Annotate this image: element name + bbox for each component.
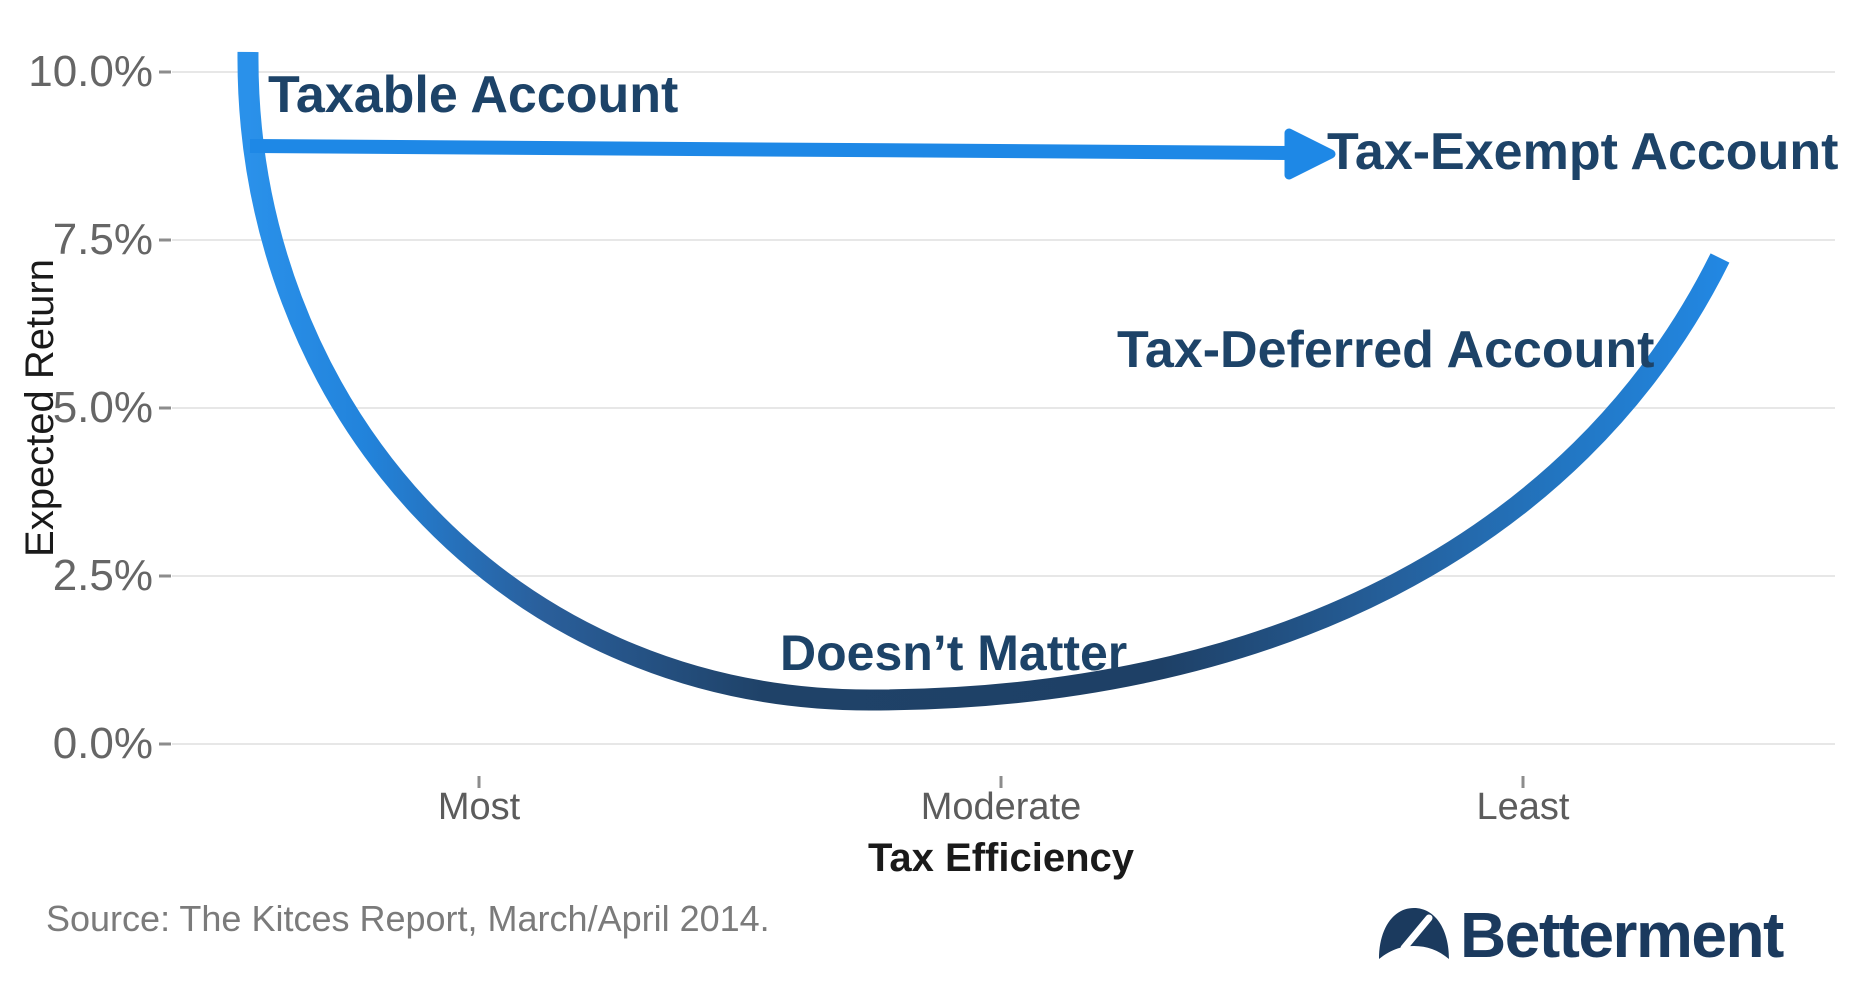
y-tick-label-10pct: 10.0%	[28, 47, 153, 96]
annotation-tax-exempt-account: Tax-Exempt Account	[1327, 123, 1839, 181]
betterment-logo-icon	[1379, 908, 1449, 959]
logo-needle	[1400, 914, 1433, 952]
y-tick-label-7-5pct: 7.5%	[52, 215, 153, 264]
tax-exempt-arrowhead-icon	[1284, 128, 1336, 180]
y-tick-marks	[159, 70, 171, 746]
y-tick-label-0pct: 0.0%	[52, 719, 153, 768]
y-axis-title: Expected Return	[18, 259, 62, 557]
u-curve-series	[237, 51, 1730, 711]
source-citation: Source: The Kitces Report, March/April 2…	[46, 898, 770, 939]
annotation-taxable-account: Taxable Account	[268, 66, 679, 124]
tax-exempt-arrow-line	[249, 139, 1290, 160]
x-axis-title: Tax Efficiency	[867, 836, 1135, 880]
gridlines	[172, 71, 1835, 745]
x-tick-marks	[477, 776, 1525, 788]
y-tick-label-2-5pct: 2.5%	[52, 551, 153, 600]
betterment-wordmark: Betterment	[1460, 899, 1784, 971]
x-tick-label-moderate: Moderate	[920, 786, 1082, 828]
x-tick-label-most: Most	[437, 786, 521, 828]
annotation-doesnt-matter: Doesn’t Matter	[780, 625, 1128, 681]
annotation-tax-deferred-account: Tax-Deferred Account	[1117, 321, 1655, 379]
y-tick-label-5pct: 5.0%	[52, 383, 153, 432]
x-tick-label-least: Least	[1476, 786, 1570, 828]
